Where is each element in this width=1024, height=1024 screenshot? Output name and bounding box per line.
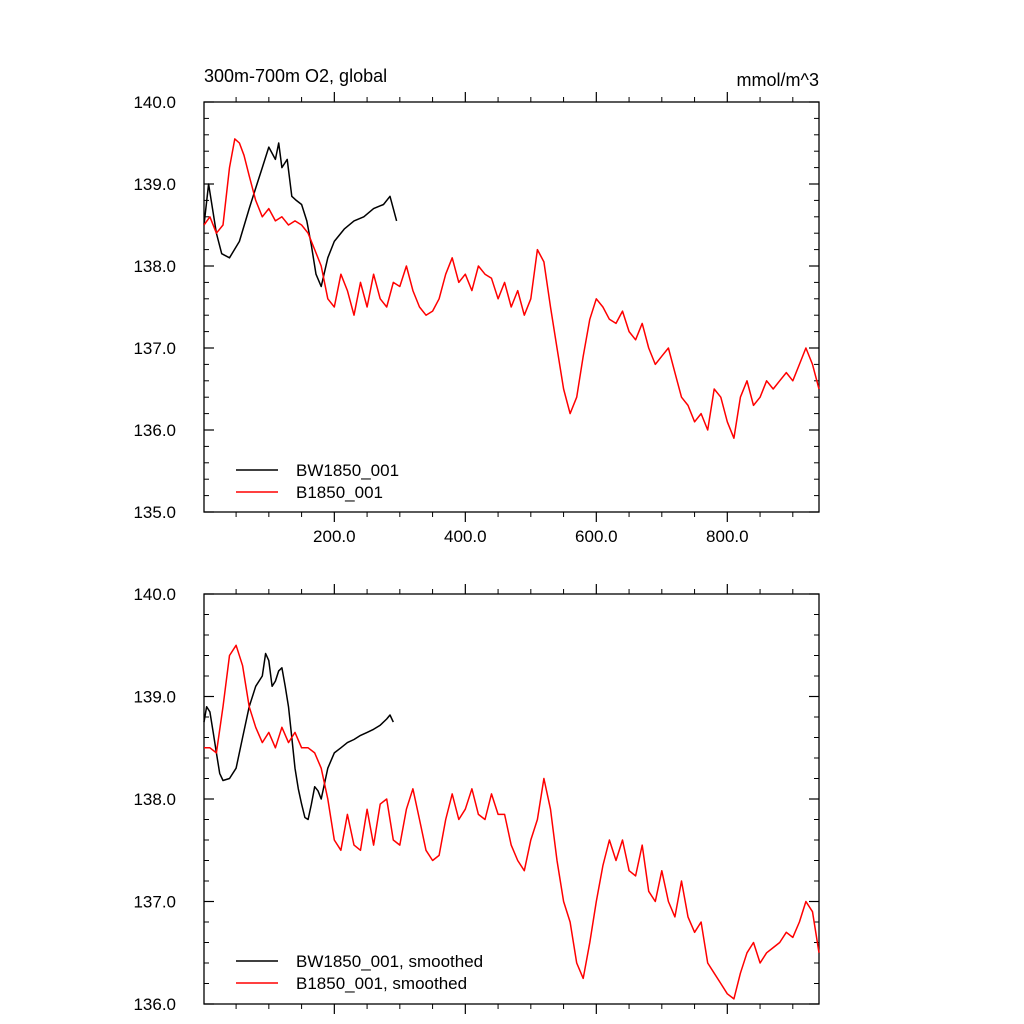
bottom-y-tick-label: 136.0 xyxy=(133,995,176,1014)
top-x-tick-label: 800.0 xyxy=(706,527,749,546)
top-y-tick-label: 139.0 xyxy=(133,175,176,194)
bottom-legend: BW1850_001, smoothed B1850_001, smoothed xyxy=(236,952,483,993)
top-units-label: mmol/m^3 xyxy=(737,70,819,90)
top-plot-frame xyxy=(203,101,820,513)
bottom-y-tick-label: 140.0 xyxy=(133,585,176,604)
legend-label-b1850-001-smoothed: B1850_001, smoothed xyxy=(296,974,467,993)
top-x-tick-label: 200.0 xyxy=(313,527,356,546)
bottom-plot-frame xyxy=(203,593,820,1005)
bottom-series-line-bw1850-001-smoothed xyxy=(203,652,394,821)
top-panel: 200.0 400.0 600.0 800.0 135.0 136.0 137.0 138.0… xyxy=(133,66,820,546)
top-y-tick-label: 137.0 xyxy=(133,339,176,358)
bottom-y-tick-label: 137.0 xyxy=(133,893,176,912)
bottom-tick-labels: 136.0 137.0 138.0 139.0 140.0 xyxy=(133,585,176,1014)
top-x-tick-label: 600.0 xyxy=(575,527,618,546)
bottom-y-tick-label: 138.0 xyxy=(133,790,176,809)
top-legend: BW1850_001 B1850_001 xyxy=(236,461,399,502)
top-series-lines xyxy=(203,138,820,439)
bottom-series-line-b1850-001-smoothed xyxy=(204,644,820,1000)
top-series-line-b1850-001 xyxy=(203,138,820,439)
bottom-panel: 136.0 137.0 138.0 139.0 140.0 BW1850_001, sm… xyxy=(133,584,820,1014)
top-tick-marks xyxy=(204,92,819,522)
top-chart-title: 300m-700m O2, global xyxy=(204,66,387,86)
top-x-tick-label: 400.0 xyxy=(444,527,487,546)
top-y-tick-label: 138.0 xyxy=(133,257,176,276)
top-tick-labels: 200.0 400.0 600.0 800.0 135.0 136.0 137.0 138.0… xyxy=(133,93,748,546)
top-y-tick-label: 135.0 xyxy=(133,503,176,522)
bottom-tick-marks xyxy=(204,584,819,1014)
top-y-tick-label: 140.0 xyxy=(133,93,176,112)
bottom-series-lines xyxy=(203,644,820,1000)
legend-label-b1850-001: B1850_001 xyxy=(296,483,383,502)
top-series-line-bw1850-001 xyxy=(203,142,398,288)
bottom-y-tick-label: 139.0 xyxy=(133,688,176,707)
legend-label-bw1850-001-smoothed: BW1850_001, smoothed xyxy=(296,952,483,971)
top-y-tick-label: 136.0 xyxy=(133,421,176,440)
legend-label-bw1850-001: BW1850_001 xyxy=(296,461,399,480)
